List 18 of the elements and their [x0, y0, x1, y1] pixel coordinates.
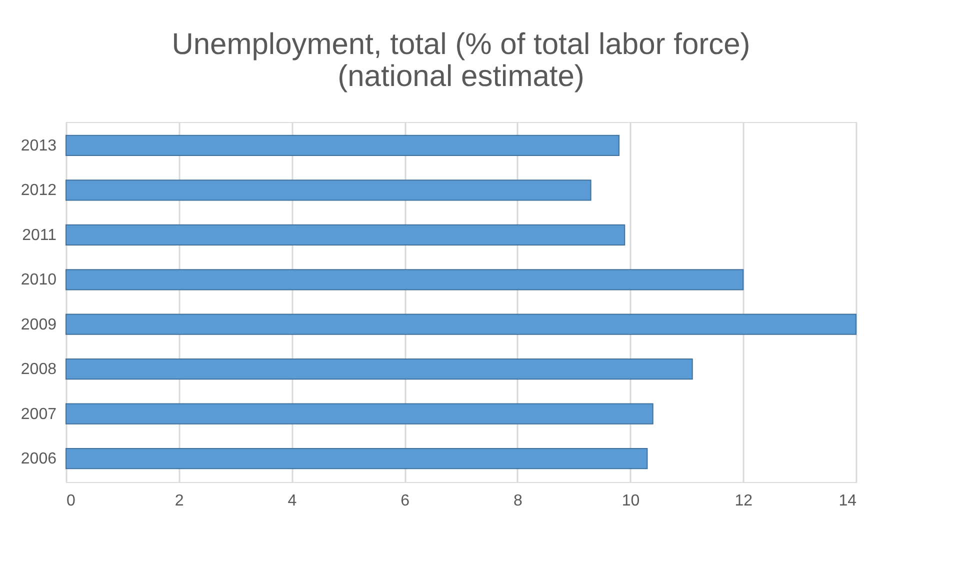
x-tick-label: 4: [288, 492, 297, 510]
y-tick-label: 2008: [20, 361, 57, 378]
y-tick-label: 2006: [20, 450, 57, 468]
x-tick-label: 0: [66, 492, 76, 510]
text: Unemployment, total (% of total labor force): [172, 28, 750, 61]
y-tick-label: 2009: [20, 316, 57, 334]
y-tick-label: 2013: [20, 137, 57, 154]
x-tick-label: 2: [174, 492, 184, 510]
y-tick-label: 2010: [20, 272, 57, 289]
x-tick-label: 8: [513, 492, 522, 510]
y-tick-label: 2012: [20, 182, 57, 200]
x-tick-label: 14: [838, 492, 857, 510]
x-tick-label: 12: [734, 492, 753, 510]
x-tick-label: 6: [400, 492, 410, 510]
text: (national estimate): [338, 60, 584, 93]
y-tick-label: 2011: [22, 226, 57, 244]
x-tick-label: 10: [622, 492, 640, 510]
y-tick-label: 2007: [20, 406, 57, 423]
